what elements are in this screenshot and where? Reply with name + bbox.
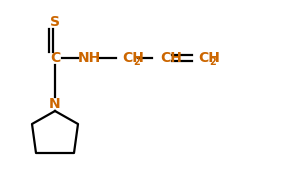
Text: S: S — [50, 15, 60, 29]
Text: N: N — [49, 97, 61, 111]
Text: NH: NH — [78, 51, 101, 65]
Text: CH: CH — [198, 51, 220, 65]
Text: 2: 2 — [133, 57, 140, 67]
Text: CH: CH — [160, 51, 182, 65]
Text: CH: CH — [122, 51, 144, 65]
Text: 2: 2 — [209, 57, 216, 67]
Text: C: C — [50, 51, 60, 65]
